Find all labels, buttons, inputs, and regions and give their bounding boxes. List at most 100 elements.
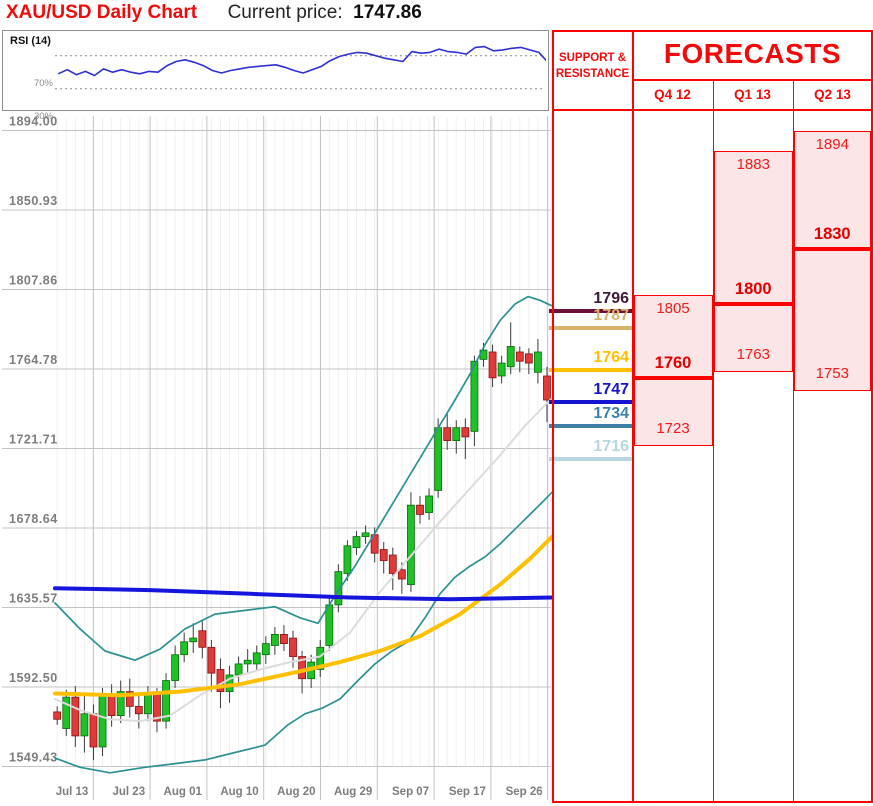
forecast-box-q4-12 (633, 294, 713, 447)
current-price-value: 1747.86 (353, 2, 422, 23)
quarter-header-q4-12: Q4 12 (654, 87, 691, 102)
sr-level-1764: 1764 (593, 349, 629, 367)
candle-bearish (207, 646, 216, 674)
candle-bearish (515, 351, 524, 362)
table-divider-q1-q2 (792, 110, 794, 803)
candle-bullish (234, 663, 243, 676)
current-price-label: Current price: (227, 2, 343, 23)
ma-yellow-line (53, 534, 554, 698)
candle-bearish (53, 711, 62, 720)
y-axis-tick-label: 1721.71 (9, 433, 58, 447)
candle-bullish (334, 571, 343, 606)
candle-bearish (388, 554, 397, 574)
bollinger-upper-band (54, 295, 553, 662)
y-axis-tick-label: 1592.50 (9, 671, 58, 685)
rsi-plot (55, 45, 546, 90)
y-axis-tick-label: 1850.93 (9, 194, 58, 208)
candle-bullish (497, 362, 506, 377)
table-border-top (552, 30, 872, 32)
candle-bearish (461, 427, 470, 438)
table-border-bottom (552, 801, 872, 803)
support-resistance-header-line2: RESISTANCE (555, 68, 630, 80)
forecast-high-q4-12: 1805 (656, 299, 690, 317)
candle-bullish (425, 495, 433, 513)
candle-bearish (125, 691, 134, 707)
candle-bullish (361, 532, 370, 537)
candle-bearish (379, 549, 388, 561)
x-axis-tick-label: Sep 26 (506, 786, 543, 798)
forecast-low-q4-12: 1723 (656, 420, 690, 438)
candle-bullish (506, 346, 515, 368)
y-axis-tick-label: 1807.86 (9, 273, 58, 287)
sr-line-1716 (549, 457, 632, 461)
rsi-line (57, 45, 546, 77)
quarter-header-q1-13: Q1 13 (734, 87, 771, 102)
ma-blue-line (53, 586, 554, 602)
table-border-left (552, 30, 554, 803)
table-divider-q4-q1 (712, 110, 714, 803)
candle-bearish (134, 705, 143, 715)
forecast-box-q2-13 (794, 130, 871, 391)
quarter-header-q2-13: Q2 13 (814, 87, 851, 102)
candle-bearish (443, 427, 452, 441)
sr-level-1787: 1787 (593, 307, 629, 324)
sr-line-1796 (549, 309, 632, 314)
candle-bullish (180, 641, 189, 656)
candle-bearish (488, 351, 497, 379)
sr-line-1787 (549, 326, 632, 330)
table-divider-sr (632, 30, 634, 803)
table-header-underline (552, 109, 872, 111)
x-axis-tick-label: Jul 23 (112, 786, 145, 798)
table-quarter-row-topline (632, 79, 872, 81)
x-axis-tick-label: Aug 20 (277, 786, 315, 798)
rsi-oversold-label: 30% (33, 111, 53, 122)
candle-bullish (343, 545, 352, 574)
candle-bearish (524, 353, 533, 364)
candle-bullish (452, 427, 461, 441)
candle-bearish (107, 694, 116, 717)
table-divider-q1-q2-header (792, 80, 794, 110)
forecast-low-q1-13: 1763 (736, 346, 770, 364)
candle-bearish (298, 656, 306, 680)
support-resistance-header-line1: SUPPORT & (558, 52, 627, 64)
candle-bullish (143, 693, 152, 715)
candle-bullish (116, 691, 125, 717)
candle-bearish (397, 569, 406, 580)
page-title: XAU/USD Daily Chart (6, 2, 198, 23)
sr-line-1734 (549, 423, 632, 428)
sma20-line (54, 397, 553, 723)
forecast-high-q1-13: 1883 (736, 155, 770, 173)
candle-bearish (71, 696, 80, 737)
x-axis-tick-label: Aug 10 (220, 786, 258, 798)
forecast-pivot-q2-13: 1830 (813, 224, 851, 243)
table-border-right (870, 30, 873, 803)
candle-bearish (216, 669, 225, 693)
candle-bullish (434, 427, 443, 491)
candle-bullish (171, 654, 180, 681)
rsi-overbought-label: 70% (33, 78, 53, 89)
forecast-box-q1-13 (714, 150, 793, 373)
x-axis-tick-label: Aug 29 (334, 786, 372, 798)
y-axis-tick-label: 1549.43 (9, 751, 58, 765)
candle-bearish (198, 630, 207, 648)
candle-bullish (252, 652, 261, 665)
candle-bearish (416, 504, 424, 515)
rsi-panel: RSI (14) 70% 30% (2, 30, 549, 122)
candle-bullish (62, 696, 71, 729)
sr-level-1747: 1747 (593, 380, 629, 398)
candle-bullish (316, 646, 325, 670)
candle-bullish (325, 604, 334, 646)
sr-line-1764 (549, 368, 632, 373)
candle-bullish (80, 713, 89, 737)
forecast-pivot-q1-13: 1800 (734, 280, 772, 298)
bollinger-lower-band (54, 491, 553, 774)
chart-header: XAU/USD Daily Chart Current price: 1747.… (6, 2, 422, 24)
candle-bullish (470, 360, 479, 432)
y-axis-tick-label: 1678.64 (9, 512, 58, 526)
forecast-pivot-line-q2-13 (794, 246, 871, 251)
rsi-indicator-label: RSI (14) (10, 35, 51, 47)
y-axis-tick-label: 1635.57 (9, 592, 58, 606)
sr-level-1796: 1796 (593, 290, 629, 308)
